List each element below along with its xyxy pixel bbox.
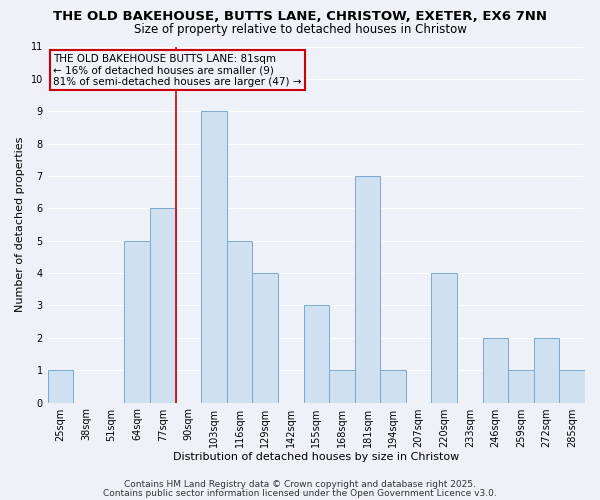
Text: Contains HM Land Registry data © Crown copyright and database right 2025.: Contains HM Land Registry data © Crown c… bbox=[124, 480, 476, 489]
Bar bbox=[534, 338, 559, 402]
Bar bbox=[559, 370, 585, 402]
Bar bbox=[227, 240, 253, 402]
Y-axis label: Number of detached properties: Number of detached properties bbox=[15, 137, 25, 312]
Text: THE OLD BAKEHOUSE, BUTTS LANE, CHRISTOW, EXETER, EX6 7NN: THE OLD BAKEHOUSE, BUTTS LANE, CHRISTOW,… bbox=[53, 10, 547, 23]
Bar bbox=[150, 208, 176, 402]
Bar bbox=[355, 176, 380, 402]
Bar bbox=[508, 370, 534, 402]
Bar bbox=[431, 273, 457, 402]
Bar bbox=[47, 370, 73, 402]
Bar bbox=[201, 111, 227, 403]
Bar bbox=[253, 273, 278, 402]
Bar bbox=[329, 370, 355, 402]
Bar bbox=[380, 370, 406, 402]
Text: THE OLD BAKEHOUSE BUTTS LANE: 81sqm
← 16% of detached houses are smaller (9)
81%: THE OLD BAKEHOUSE BUTTS LANE: 81sqm ← 16… bbox=[53, 54, 302, 87]
Text: Contains public sector information licensed under the Open Government Licence v3: Contains public sector information licen… bbox=[103, 488, 497, 498]
Bar bbox=[304, 306, 329, 402]
Text: Size of property relative to detached houses in Christow: Size of property relative to detached ho… bbox=[134, 22, 466, 36]
X-axis label: Distribution of detached houses by size in Christow: Distribution of detached houses by size … bbox=[173, 452, 460, 462]
Bar bbox=[482, 338, 508, 402]
Bar bbox=[124, 240, 150, 402]
